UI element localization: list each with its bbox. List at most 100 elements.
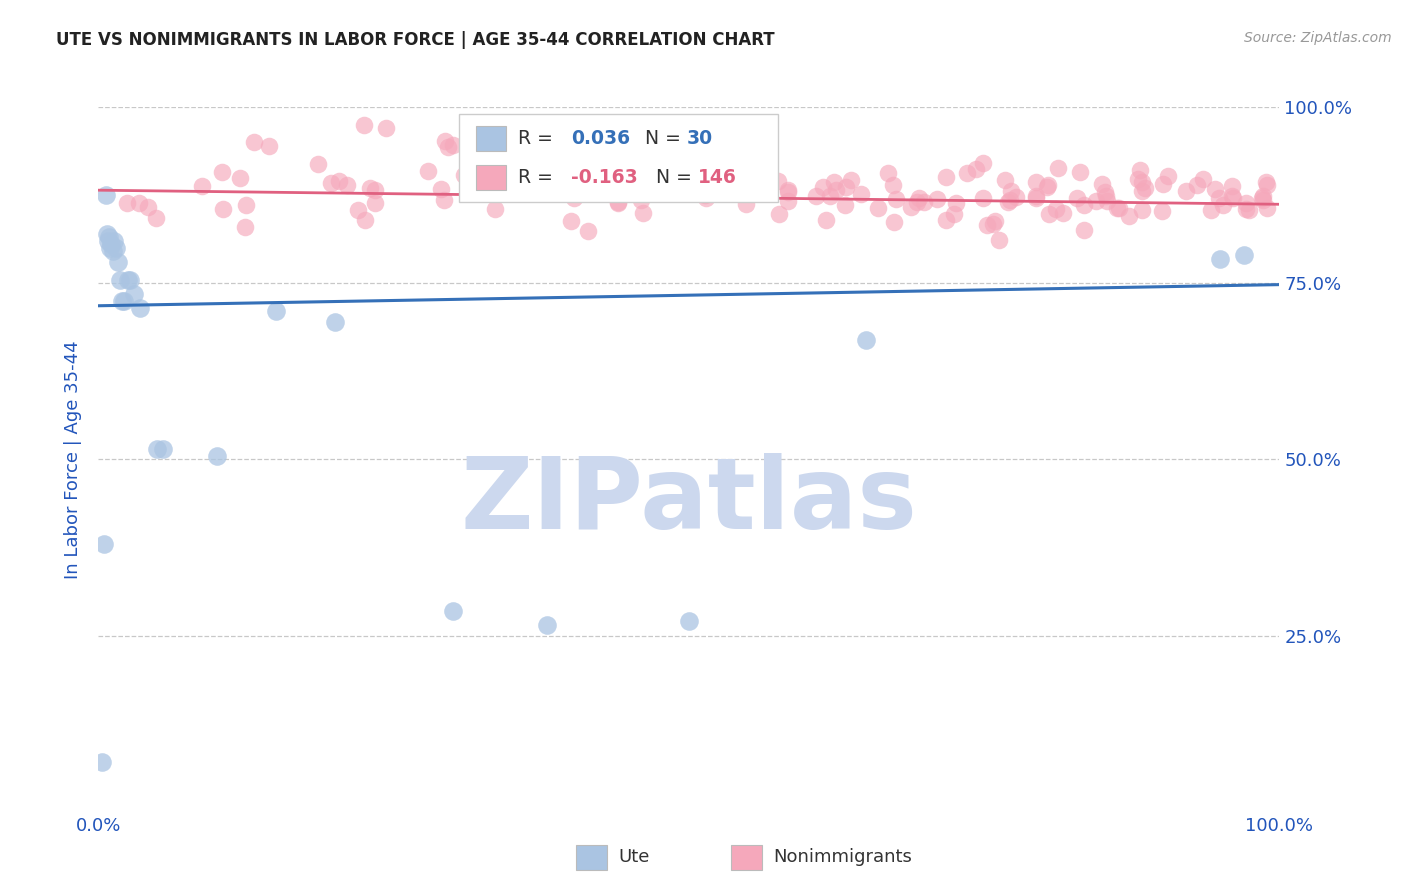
- Point: [1157, 169, 1180, 183]
- Point: [191, 178, 214, 193]
- Point: [983, 217, 1005, 231]
- Point: [112, 293, 135, 308]
- Point: [484, 202, 506, 216]
- Point: [945, 196, 967, 211]
- Text: N =: N =: [633, 129, 688, 148]
- Point: [120, 273, 142, 287]
- Point: [136, 201, 159, 215]
- Point: [703, 144, 725, 158]
- Point: [1130, 175, 1153, 189]
- Point: [212, 202, 235, 216]
- Point: [1130, 203, 1153, 218]
- Point: [205, 449, 228, 463]
- Point: [1204, 182, 1226, 196]
- Text: Ute: Ute: [619, 848, 650, 866]
- Text: Source: ZipAtlas.com: Source: ZipAtlas.com: [1244, 31, 1392, 45]
- Point: [1185, 178, 1208, 192]
- Point: [866, 201, 889, 215]
- Point: [935, 170, 957, 185]
- Point: [883, 215, 905, 229]
- Point: [1085, 194, 1108, 208]
- Point: [1251, 193, 1274, 207]
- Point: [768, 207, 790, 221]
- Point: [433, 134, 456, 148]
- Point: [364, 183, 387, 197]
- Point: [776, 183, 799, 197]
- Point: [436, 140, 458, 154]
- Point: [934, 212, 956, 227]
- Point: [328, 174, 350, 188]
- Point: [1128, 172, 1150, 186]
- Point: [576, 224, 599, 238]
- Point: [972, 156, 994, 170]
- Point: [998, 193, 1021, 207]
- Point: [107, 255, 129, 269]
- Point: [122, 286, 145, 301]
- Point: [612, 186, 634, 201]
- Point: [1091, 177, 1114, 191]
- Point: [631, 206, 654, 220]
- Point: [766, 174, 789, 188]
- Point: [243, 135, 266, 149]
- Point: [987, 234, 1010, 248]
- Point: [117, 273, 139, 287]
- Text: R =: R =: [517, 129, 558, 148]
- Point: [259, 139, 281, 153]
- Point: [943, 206, 966, 220]
- Point: [884, 193, 907, 207]
- Point: [1133, 181, 1156, 195]
- Text: ZIPatlas: ZIPatlas: [461, 453, 917, 550]
- Point: [835, 179, 858, 194]
- Point: [335, 178, 357, 192]
- Point: [823, 175, 845, 189]
- Point: [1038, 207, 1060, 221]
- Point: [834, 198, 856, 212]
- Point: [1073, 223, 1095, 237]
- Point: [323, 315, 346, 329]
- Point: [105, 241, 128, 255]
- Point: [115, 196, 138, 211]
- Point: [319, 176, 342, 190]
- Text: -0.163: -0.163: [571, 168, 638, 187]
- Point: [98, 241, 121, 255]
- Point: [1045, 202, 1067, 216]
- Point: [1209, 252, 1232, 266]
- Point: [778, 194, 800, 208]
- Point: [1069, 164, 1091, 178]
- Point: [364, 196, 387, 211]
- Point: [839, 172, 862, 186]
- Text: 0.036: 0.036: [571, 129, 630, 148]
- Point: [441, 604, 464, 618]
- Point: [1094, 186, 1116, 200]
- Point: [1234, 196, 1257, 211]
- Point: [811, 180, 834, 194]
- Point: [1046, 161, 1069, 176]
- Point: [536, 618, 558, 632]
- Point: [965, 161, 987, 176]
- Point: [235, 198, 257, 212]
- Point: [710, 170, 733, 185]
- Point: [585, 173, 607, 187]
- Point: [735, 197, 758, 211]
- Text: N =: N =: [644, 168, 699, 187]
- Point: [1105, 202, 1128, 216]
- Point: [589, 179, 612, 194]
- Point: [495, 125, 517, 139]
- Point: [659, 154, 682, 169]
- Point: [211, 165, 233, 179]
- Point: [689, 181, 711, 195]
- Point: [418, 164, 440, 178]
- Point: [479, 157, 502, 171]
- Point: [849, 186, 872, 201]
- Point: [877, 166, 900, 180]
- Point: [778, 185, 800, 199]
- Point: [100, 237, 122, 252]
- Point: [96, 227, 118, 241]
- Point: [1025, 175, 1047, 189]
- Point: [927, 192, 949, 206]
- Point: [101, 244, 124, 259]
- Point: [1192, 172, 1215, 186]
- Point: [91, 756, 114, 770]
- Point: [560, 214, 582, 228]
- Point: [152, 442, 174, 456]
